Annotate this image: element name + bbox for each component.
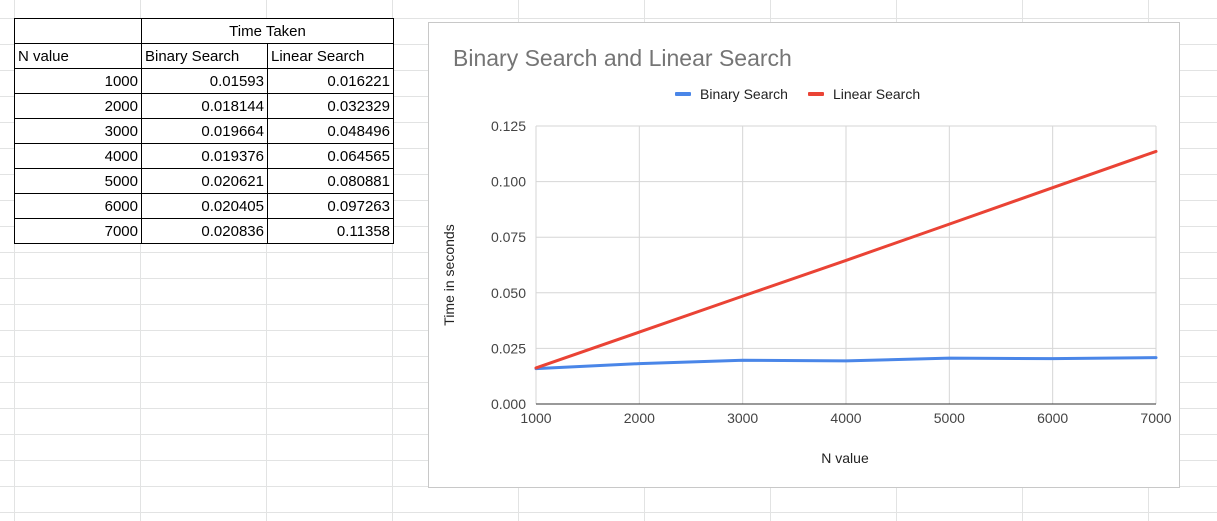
cell-linear[interactable]: 0.016221	[267, 68, 394, 94]
cell-binary[interactable]: 0.018144	[141, 93, 268, 119]
cell-linear[interactable]: 0.048496	[267, 118, 394, 144]
cell-binary[interactable]: 0.020836	[141, 218, 268, 244]
x-tick-label: 1000	[520, 410, 551, 426]
table-row: 3000 0.019664 0.048496	[14, 118, 394, 144]
cell-n[interactable]: 4000	[14, 143, 142, 169]
cell-binary[interactable]: 0.019376	[141, 143, 268, 169]
header-n-value[interactable]: N value	[14, 43, 142, 69]
x-tick-label: 3000	[727, 410, 758, 426]
y-tick-label: 0.050	[491, 285, 526, 301]
table-row: 4000 0.019376 0.064565	[14, 143, 394, 169]
x-tick-label: 7000	[1140, 410, 1171, 426]
cell-linear[interactable]: 0.080881	[267, 168, 394, 194]
header-binary-search[interactable]: Binary Search	[141, 43, 268, 69]
y-tick-label: 0.100	[491, 174, 526, 190]
x-tick-label: 6000	[1037, 410, 1068, 426]
y-tick-label: 0.000	[491, 396, 526, 412]
y-tick-label: 0.075	[491, 229, 526, 245]
cell-linear[interactable]: 0.11358	[267, 218, 394, 244]
y-axis-title: Time in seconds	[441, 224, 457, 326]
cell-binary[interactable]: 0.01593	[141, 68, 268, 94]
time-taken-header[interactable]: Time Taken	[141, 18, 394, 44]
y-tick-label: 0.025	[491, 340, 526, 356]
table-row: 1000 0.01593 0.016221	[14, 68, 394, 94]
header-linear-search[interactable]: Linear Search	[267, 43, 394, 69]
chart-title: Binary Search and Linear Search	[453, 45, 792, 71]
cell-linear[interactable]: 0.064565	[267, 143, 394, 169]
cell-n[interactable]: 6000	[14, 193, 142, 219]
table-group-header-row: Time Taken	[14, 18, 394, 44]
data-table: Time Taken N value Binary Search Linear …	[14, 18, 394, 244]
cell-binary[interactable]: 0.020405	[141, 193, 268, 219]
cell-n[interactable]: 2000	[14, 93, 142, 119]
cell-binary[interactable]: 0.019664	[141, 118, 268, 144]
cell-linear[interactable]: 0.097263	[267, 193, 394, 219]
x-tick-label: 2000	[624, 410, 655, 426]
cell-binary[interactable]: 0.020621	[141, 168, 268, 194]
x-tick-label: 4000	[830, 410, 861, 426]
table-row: 2000 0.018144 0.032329	[14, 93, 394, 119]
chart-legend: Binary Search Linear Search	[675, 86, 920, 102]
table-row: 6000 0.020405 0.097263	[14, 193, 394, 219]
cell-n[interactable]: 3000	[14, 118, 142, 144]
cell-n[interactable]: 7000	[14, 218, 142, 244]
table-row: 5000 0.020621 0.080881	[14, 168, 394, 194]
legend-label-linear: Linear Search	[832, 86, 921, 102]
legend-swatch-binary	[675, 92, 691, 96]
cell-n[interactable]: 5000	[14, 168, 142, 194]
legend-item-binary: Binary Search	[675, 86, 788, 102]
x-tick-label: 5000	[934, 410, 965, 426]
table-row: 7000 0.020836 0.11358	[14, 218, 394, 244]
x-axis-title: N value	[821, 450, 869, 466]
y-tick-label: 0.125	[491, 118, 526, 134]
legend-label-binary: Binary Search	[700, 86, 788, 102]
line-chart: 1000 2000 3000 4000 5000 6000 7000 0.000 0.025 0.…	[491, 118, 1172, 426]
chart-container[interactable]: Binary Search and Linear Search Binary S…	[428, 22, 1180, 488]
table-header-row: N value Binary Search Linear Search	[14, 43, 394, 69]
cell-linear[interactable]: 0.032329	[267, 93, 394, 119]
empty-cell[interactable]	[14, 18, 142, 44]
legend-item-linear: Linear Search	[807, 86, 921, 102]
cell-n[interactable]: 1000	[14, 68, 142, 94]
legend-swatch-linear	[807, 92, 824, 96]
